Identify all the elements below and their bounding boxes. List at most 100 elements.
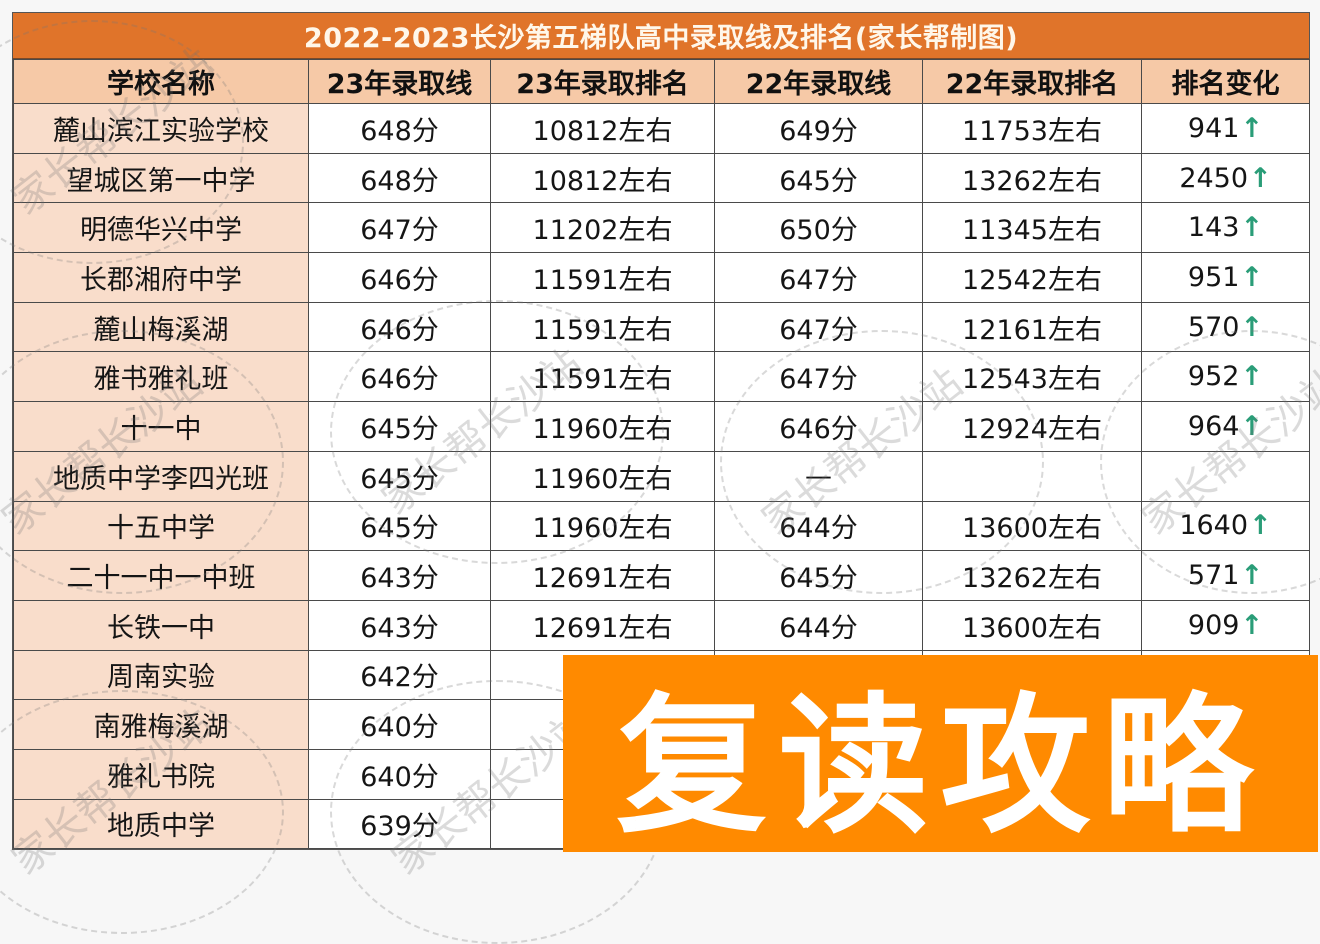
cell-rank-23: 11960左右 — [490, 401, 715, 452]
cell-score-23: 646分 — [308, 252, 491, 303]
promo-banner: 复读攻略 — [563, 655, 1318, 854]
cell-score-23: 647分 — [308, 202, 491, 254]
arrow-up-icon: ↑ — [1240, 410, 1264, 442]
cell-score-22: — — [714, 450, 923, 502]
ranking-table-sheet: 2022-2023长沙第五梯队高中录取线及排名(家长帮制图) 学校名称 23年录… — [12, 12, 1310, 851]
rank-change-value: 952 — [1187, 361, 1240, 393]
col-header-score23: 23年录取线 — [308, 59, 491, 104]
col-header-rank22: 22年录取排名 — [922, 59, 1142, 104]
cell-school: 明德华兴中学 — [13, 202, 309, 254]
arrow-up-icon: ↑ — [1240, 361, 1264, 393]
cell-school: 雅礼书院 — [13, 748, 309, 800]
cell-school: 长郡湘府中学 — [13, 252, 309, 303]
rank-change-value: 570 — [1187, 311, 1240, 343]
cell-score-22: 649分 — [714, 103, 923, 154]
rank-change-value: 143 — [1187, 212, 1240, 244]
cell-rank-23: 10812左右 — [490, 103, 715, 154]
cell-score-23: 643分 — [308, 599, 491, 651]
cell-score-22: 647分 — [714, 351, 923, 403]
cell-rank-change: 909↑ — [1141, 599, 1310, 651]
cell-rank-23: 11591左右 — [490, 351, 715, 403]
cell-rank-23: 11960左右 — [490, 450, 715, 502]
cell-score-23: 645分 — [308, 401, 491, 452]
cell-school: 麓山梅溪湖 — [13, 301, 309, 353]
cell-school: 十一中 — [13, 401, 309, 452]
cell-rank-23: 11591左右 — [490, 252, 715, 303]
cell-rank-23: 10812左右 — [490, 152, 715, 204]
cell-rank-change: 1640↑ — [1141, 500, 1310, 552]
cell-score-23: 646分 — [308, 351, 491, 403]
cell-rank-22: 13262左右 — [922, 550, 1142, 601]
table-row: 麓山滨江实验学校 648分 10812左右 649分 11753左右 941↑ — [13, 103, 1310, 154]
cell-rank-change: 2450↑ — [1141, 152, 1310, 204]
cell-rank-22 — [922, 450, 1142, 502]
rank-change-value: 951 — [1187, 261, 1240, 293]
cell-score-22: 645分 — [714, 152, 923, 204]
rank-change-value: 941 — [1187, 112, 1240, 144]
table-row: 二十一中一中班 643分 12691左右 645分 13262左右 571↑ — [13, 550, 1310, 601]
table-row: 十一中 645分 11960左右 646分 12924左右 964↑ — [13, 401, 1310, 452]
cell-score-22: 650分 — [714, 202, 923, 254]
header-row: 学校名称 23年录取线 23年录取排名 22年录取线 22年录取排名 排名变化 — [13, 59, 1310, 104]
cell-score-22: 646分 — [714, 401, 923, 452]
cell-school: 二十一中一中班 — [13, 550, 309, 601]
table-row: 雅书雅礼班 646分 11591左右 647分 12543左右 952↑ — [13, 351, 1310, 403]
arrow-up-icon: ↑ — [1240, 261, 1264, 293]
cell-school: 雅书雅礼班 — [13, 351, 309, 403]
rank-change-value: 964 — [1187, 410, 1240, 442]
cell-rank-23: 11591左右 — [490, 301, 715, 353]
cell-rank-22: 11753左右 — [922, 103, 1142, 154]
cell-score-23: 646分 — [308, 301, 491, 353]
cell-rank-change — [1141, 450, 1310, 502]
cell-score-23: 640分 — [308, 748, 491, 800]
cell-score-22: 644分 — [714, 599, 923, 651]
cell-rank-change: 952↑ — [1141, 351, 1310, 403]
rank-change-value: 2450 — [1179, 162, 1249, 194]
cell-score-23: 645分 — [308, 500, 491, 552]
cell-rank-22: 12542左右 — [922, 252, 1142, 303]
cell-rank-22: 12543左右 — [922, 351, 1142, 403]
cell-school: 长铁一中 — [13, 599, 309, 651]
cell-score-22: 647分 — [714, 252, 923, 303]
cell-score-23: 643分 — [308, 550, 491, 601]
cell-rank-change: 951↑ — [1141, 252, 1310, 303]
arrow-up-icon: ↑ — [1240, 112, 1264, 144]
cell-rank-change: 571↑ — [1141, 550, 1310, 601]
table-row: 十五中学 645分 11960左右 644分 13600左右 1640↑ — [13, 500, 1310, 552]
cell-score-22: 644分 — [714, 500, 923, 552]
cell-rank-change: 143↑ — [1141, 202, 1310, 254]
table-row: 望城区第一中学 648分 10812左右 645分 13262左右 2450↑ — [13, 152, 1310, 204]
table-row: 地质中学李四光班 645分 11960左右 — — [13, 450, 1310, 502]
cell-rank-22: 13262左右 — [922, 152, 1142, 204]
cell-score-23: 642分 — [308, 649, 491, 701]
cell-school: 南雅梅溪湖 — [13, 699, 309, 750]
cell-rank-22: 13600左右 — [922, 500, 1142, 552]
table-row: 长铁一中 643分 12691左右 644分 13600左右 909↑ — [13, 599, 1310, 651]
cell-score-23: 648分 — [308, 103, 491, 154]
cell-rank-22: 13600左右 — [922, 599, 1142, 651]
col-header-score22: 22年录取线 — [714, 59, 923, 104]
col-header-school: 学校名称 — [13, 59, 309, 104]
arrow-up-icon: ↑ — [1240, 212, 1264, 244]
cell-rank-22: 12161左右 — [922, 301, 1142, 353]
cell-score-23: 640分 — [308, 699, 491, 750]
ranking-table: 学校名称 23年录取线 23年录取排名 22年录取线 22年录取排名 排名变化 … — [13, 59, 1310, 850]
arrow-up-icon: ↑ — [1249, 162, 1272, 194]
cell-score-23: 648分 — [308, 152, 491, 204]
cell-score-23: 645分 — [308, 450, 491, 502]
promo-banner-text: 复读攻略 — [616, 680, 1265, 854]
cell-school: 望城区第一中学 — [13, 152, 309, 204]
col-header-change: 排名变化 — [1141, 59, 1310, 104]
cell-school: 十五中学 — [13, 500, 309, 552]
cell-rank-change: 570↑ — [1141, 301, 1310, 353]
cell-rank-22: 11345左右 — [922, 202, 1142, 254]
cell-rank-change: 941↑ — [1141, 103, 1310, 154]
table-row: 麓山梅溪湖 646分 11591左右 647分 12161左右 570↑ — [13, 301, 1310, 353]
rank-change-value: 1640 — [1179, 510, 1249, 542]
cell-score-23: 639分 — [308, 798, 491, 850]
cell-rank-22: 12924左右 — [922, 401, 1142, 452]
cell-rank-23: 12691左右 — [490, 550, 715, 601]
arrow-up-icon: ↑ — [1240, 560, 1264, 592]
rank-change-value: 909 — [1187, 609, 1240, 641]
table-title: 2022-2023长沙第五梯队高中录取线及排名(家长帮制图) — [13, 13, 1309, 59]
